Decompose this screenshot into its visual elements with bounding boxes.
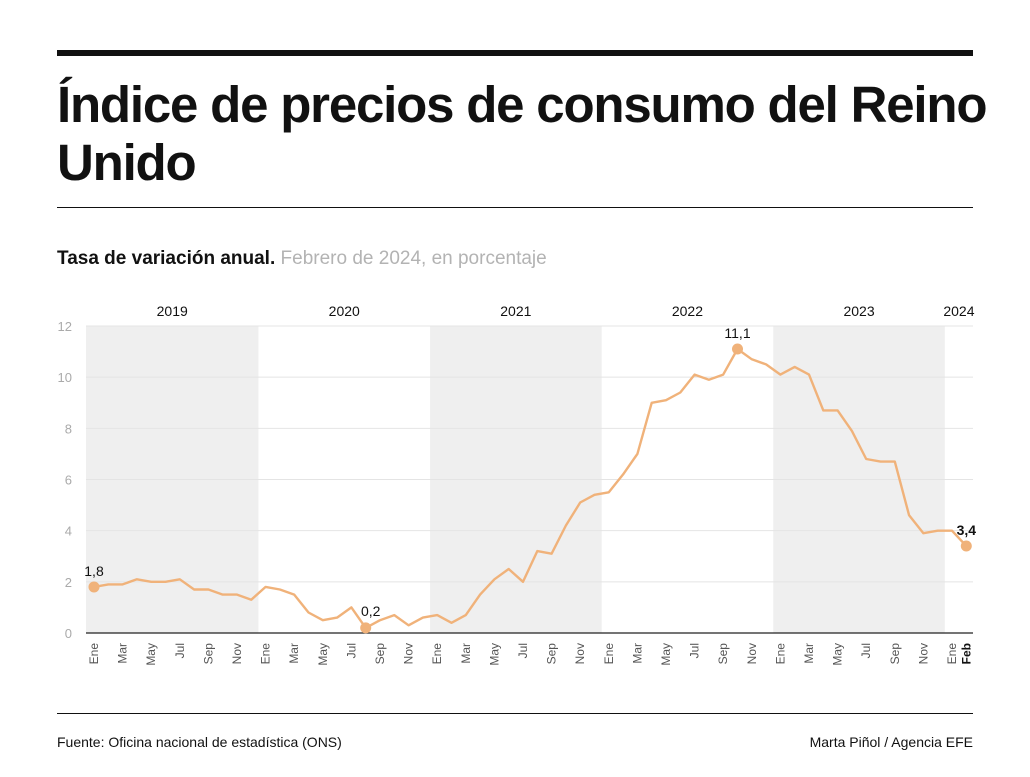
title-rule	[57, 207, 973, 208]
x-tick-label: Nov	[402, 643, 416, 664]
series-line-ipc	[92, 347, 968, 630]
x-tick-label: Ene	[430, 643, 444, 665]
x-tick-label: May	[831, 643, 845, 666]
author-credit: Marta Piñol / Agencia EFE	[809, 734, 973, 750]
x-tick-label: Feb	[959, 643, 973, 664]
x-tick-label: Jul	[516, 643, 530, 658]
x-tick-label: Sep	[373, 643, 387, 665]
x-tick-label: Sep	[545, 643, 559, 665]
year-label-2023: 2023	[843, 303, 874, 319]
x-tick-label: May	[144, 643, 158, 666]
data-point-marker	[732, 343, 743, 355]
source-note: Fuente: Oficina nacional de estadística …	[57, 734, 342, 750]
year-label-2019: 2019	[157, 303, 188, 319]
y-tick-label: 8	[65, 421, 72, 436]
data-label: 1,8	[84, 563, 104, 579]
chart-subtitle: Tasa de variación anual. Febrero de 2024…	[57, 248, 547, 270]
x-tick-label: May	[487, 643, 501, 666]
x-tick-label: Sep	[716, 643, 730, 665]
x-tick-label: Jul	[688, 643, 702, 658]
data-label: 0,2	[361, 603, 381, 619]
year-label-2024: 2024	[943, 303, 974, 319]
subtitle-light: Febrero de 2024, en porcentaje	[280, 248, 547, 269]
x-tick-label: Ene	[87, 643, 101, 665]
x-tick-label: Ene	[773, 643, 787, 665]
x-tick-label: May	[659, 643, 673, 666]
x-tick-label: Mar	[459, 643, 473, 664]
x-tick-label: Mar	[630, 643, 644, 664]
bottom-rule	[57, 713, 973, 714]
data-point-marker	[960, 540, 972, 552]
year-label-2020: 2020	[329, 303, 360, 319]
y-tick-label: 2	[65, 575, 72, 590]
x-tick-label: Sep	[888, 643, 902, 665]
x-tick-label: Nov	[916, 643, 930, 664]
x-tick-label: Ene	[945, 643, 959, 665]
x-tick-label: Jul	[344, 643, 358, 658]
y-tick-label: 4	[65, 524, 72, 539]
x-tick-label: Mar	[116, 643, 130, 664]
data-point-marker	[88, 581, 100, 593]
page-title: Índice de precios de consumo del Reino U…	[57, 76, 987, 191]
x-tick-label: Jul	[859, 643, 873, 658]
x-tick-label: May	[316, 643, 330, 666]
y-tick-label: 12	[58, 319, 72, 334]
x-tick-label: Nov	[745, 643, 759, 664]
x-tick-label: Sep	[201, 643, 215, 665]
x-tick-label: Ene	[259, 643, 273, 665]
subtitle-bold: Tasa de variación anual.	[57, 248, 276, 269]
x-tick-label: Nov	[573, 643, 587, 664]
x-tick-label: Mar	[287, 643, 301, 664]
year-label-2022: 2022	[672, 303, 703, 319]
x-tick-label: Ene	[602, 643, 616, 665]
y-tick-label: 0	[65, 626, 72, 641]
year-label-2021: 2021	[500, 303, 531, 319]
data-label: 3,4	[957, 522, 977, 538]
x-tick-label: Mar	[802, 643, 816, 664]
x-tick-label: Jul	[173, 643, 187, 658]
y-tick-label: 6	[65, 473, 72, 488]
data-label: 11,1	[724, 325, 750, 341]
y-tick-label: 10	[58, 370, 72, 385]
top-rule	[57, 50, 973, 56]
cpi-line-chart: 2019 2020 2021 2022 2023 2024 0 2 4 6 8 10 12 Ene Mar M…	[58, 303, 977, 666]
data-point-marker	[360, 622, 372, 634]
x-tick-label: Nov	[230, 643, 244, 664]
